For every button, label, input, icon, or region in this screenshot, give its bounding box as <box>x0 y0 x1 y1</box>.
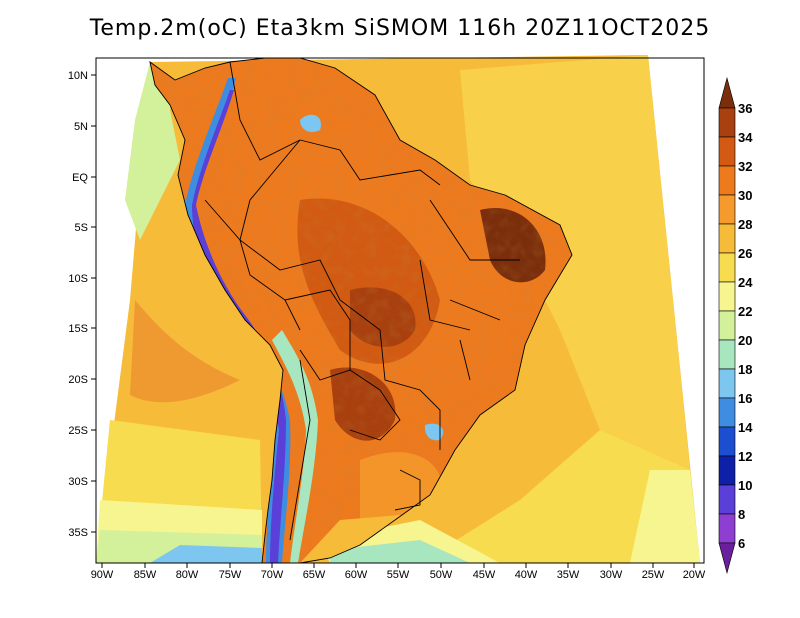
ocean-southwest-blue <box>150 545 262 563</box>
map-title: Temp.2m(oC) Eta3km SiSMOM 116h 20Z11OCT2… <box>89 16 711 41</box>
lon-label: 60W <box>345 569 368 581</box>
colorbar-label: 28 <box>738 217 752 232</box>
lon-label: 75W <box>219 569 242 581</box>
ocean-cool-east <box>460 55 690 470</box>
colorbar-label: 14 <box>738 420 753 435</box>
colorbar-label: 8 <box>738 507 745 522</box>
border-peru <box>204 199 301 331</box>
border-colombia <box>229 61 301 161</box>
lon-label: 25W <box>642 569 665 581</box>
border-brazil-states <box>419 199 520 381</box>
colorbar-label: 12 <box>738 449 752 464</box>
political-borders <box>149 57 573 564</box>
lon-label: 35W <box>557 569 580 581</box>
latitude-axis: 10N 5N EQ 5S 10S 15S 20S 25S 30S 35S <box>68 70 96 539</box>
colorbar-swatch <box>718 484 736 515</box>
serra-mar-cool <box>424 423 444 441</box>
lat-label: 5S <box>75 222 88 234</box>
lon-label: 40W <box>515 569 538 581</box>
colorbar-label: 30 <box>738 188 752 203</box>
lon-label: 65W <box>303 569 326 581</box>
border-uruguay <box>394 469 421 511</box>
colorbar-label: 34 <box>738 130 753 145</box>
lat-label: 30S <box>68 476 88 488</box>
colorbar-label: 16 <box>738 391 752 406</box>
colorbar-swatch <box>718 513 736 544</box>
lat-label: 25S <box>68 425 88 437</box>
lon-label: 70W <box>261 569 284 581</box>
lat-label: 10N <box>68 70 88 82</box>
colorbar-swatch <box>718 397 736 428</box>
colorbar-label: 26 <box>738 246 752 261</box>
colorbar-swatch <box>718 310 736 341</box>
colorbar-label: 20 <box>738 333 752 348</box>
colorbar-swatch <box>718 339 736 370</box>
colorbar-swatch <box>718 194 736 225</box>
colorbar-label: 32 <box>738 159 752 174</box>
colorbar-swatch <box>718 223 736 254</box>
colorbar-swatch <box>718 281 736 312</box>
colorbar-swatch <box>718 252 736 283</box>
lat-label: 15S <box>68 323 88 335</box>
lon-label: 90W <box>91 569 114 581</box>
lon-label: 50W <box>430 569 453 581</box>
colorbar-swatch <box>718 136 736 167</box>
colorbar: 36 34 32 30 28 26 24 22 20 18 16 14 12 10 8 6 <box>718 76 753 575</box>
colorbar-swatch-bottom <box>718 542 736 575</box>
map-frame <box>95 57 705 564</box>
lat-label: 35S <box>68 527 88 539</box>
colorbar-swatch <box>718 165 736 196</box>
colorbar-label: 36 <box>738 101 752 116</box>
lon-label: 55W <box>387 569 410 581</box>
ocean-northwest-cool <box>125 62 180 240</box>
border-paraguay <box>349 369 401 441</box>
lon-label: 30W <box>600 569 623 581</box>
continent-outline <box>149 57 573 564</box>
lon-label: 85W <box>134 569 157 581</box>
ocean-cool-southeast <box>420 430 700 563</box>
colorbar-swatch-top <box>718 76 736 109</box>
colorbar-label: 18 <box>738 362 752 377</box>
lon-label: 20W <box>683 569 706 581</box>
guiana-highlands-blue <box>300 114 321 132</box>
border-bolivia <box>284 289 351 381</box>
colorbar-label: 24 <box>738 275 753 290</box>
colorbar-swatch <box>718 426 736 457</box>
lat-label: 20S <box>68 374 88 386</box>
colorbar-label: 6 <box>738 536 745 551</box>
colorbar-label: 10 <box>738 478 752 493</box>
lon-label: 80W <box>176 569 199 581</box>
colorbar-swatch <box>718 107 736 138</box>
andes-cyan-edge <box>272 330 318 563</box>
lat-label: EQ <box>72 172 88 184</box>
lat-label: 5N <box>74 121 88 133</box>
lon-label: 45W <box>473 569 496 581</box>
colorbar-swatch <box>718 368 736 399</box>
ocean-pacific-orange <box>130 300 240 403</box>
ocean-south-blue <box>330 540 470 563</box>
ocean-southeast-band <box>630 470 700 563</box>
longitude-axis: 90W 85W 80W 75W 70W 65W 60W 55W 50W 45W … <box>91 563 706 581</box>
lat-label: 10S <box>68 273 88 285</box>
border-brazil <box>239 139 441 450</box>
border-chile-argentina <box>289 359 311 541</box>
colorbar-swatch <box>718 455 736 486</box>
colorbar-label: 22 <box>738 304 752 319</box>
